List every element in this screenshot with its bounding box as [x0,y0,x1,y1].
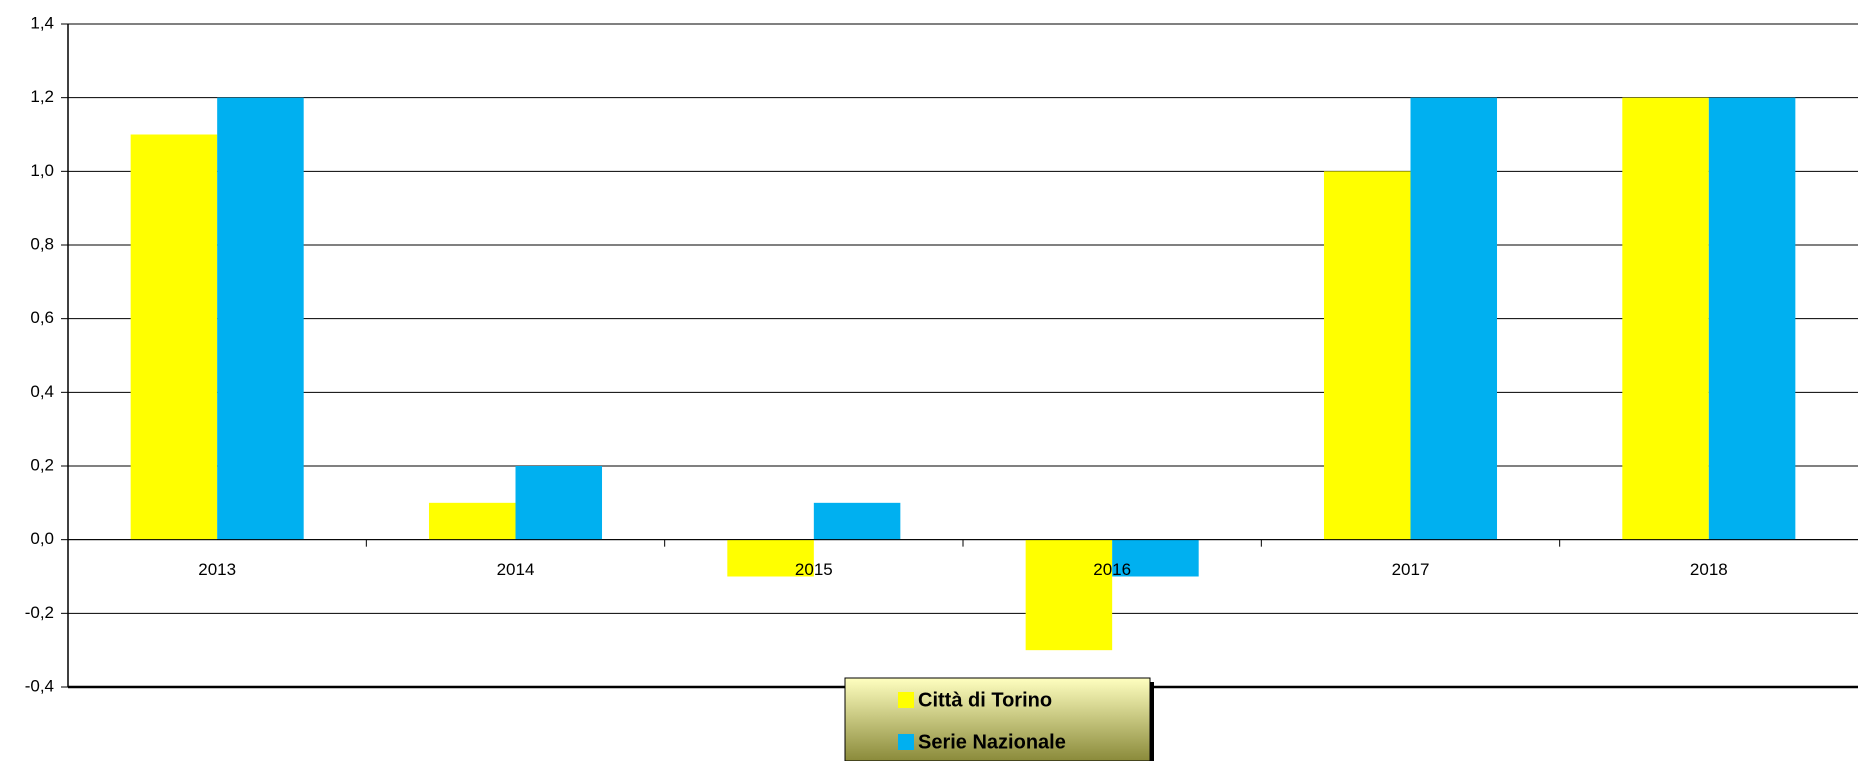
bar [428,502,516,540]
x-tick-label: 2013 [198,560,236,579]
bar [1622,97,1709,540]
bar [1410,97,1498,540]
legend-swatch [898,734,914,750]
y-tick-label: 0,8 [30,234,54,253]
bar [1025,539,1113,651]
bar [515,466,603,540]
bar [727,539,814,577]
x-tick-label: 2017 [1392,560,1430,579]
bar [1708,97,1796,540]
y-tick-label: 1,0 [30,161,54,180]
bar [1112,539,1199,577]
y-tick-label: 0,6 [30,308,54,327]
bar [217,97,304,540]
legend: Città di Torino Serie Nazionale [844,677,1154,761]
y-tick-label: 0,2 [30,455,54,474]
legend-box [844,677,1151,761]
y-tick-label: -0,2 [25,603,54,622]
legend-label: Serie Nazionale [918,731,1066,753]
x-tick-label: 2014 [497,560,535,579]
y-tick-label: -0,4 [25,676,54,695]
y-tick-label: 0,0 [30,529,54,548]
legend-label: Città di Torino [918,689,1052,711]
y-tick-label: 1,4 [30,13,54,32]
bar [130,134,218,540]
legend-swatch [898,692,914,708]
x-tick-label: 2015 [795,560,833,579]
y-tick-label: 0,4 [30,382,54,401]
bar [813,502,901,540]
x-tick-label: 2016 [1093,560,1131,579]
y-tick-label: 1,2 [30,87,54,106]
bar [1323,171,1411,540]
x-tick-label: 2018 [1690,560,1728,579]
